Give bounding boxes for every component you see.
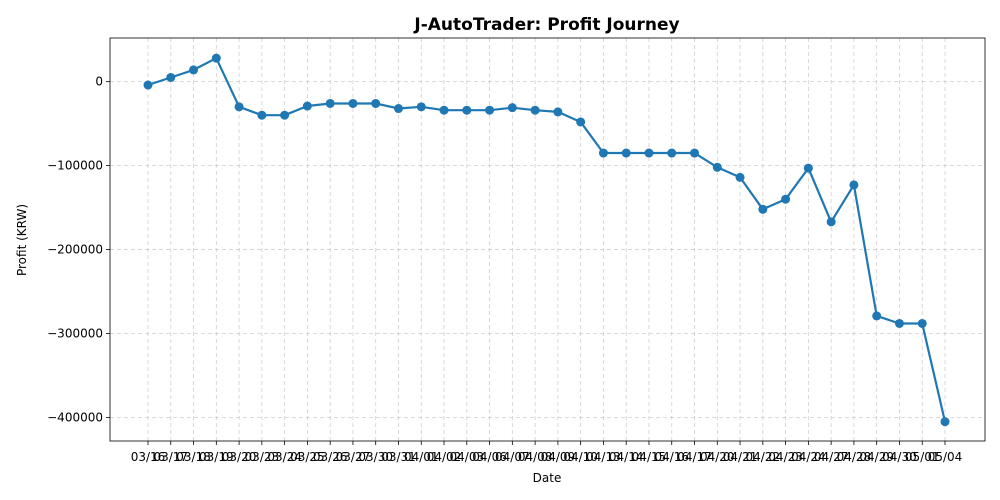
x-tick-label: 03/25 [290,450,325,464]
x-tick-label: 03/24 [267,450,302,464]
x-tick-label: 04/30 [882,450,917,464]
data-point [234,102,244,112]
data-point [644,148,654,158]
x-tick-label: 04/03 [450,450,485,464]
x-tick-label: 04/02 [427,450,462,464]
x-axis-label: Date [533,471,562,485]
data-points [143,53,950,427]
data-point [257,110,267,120]
data-point [803,163,813,173]
data-point [940,417,950,427]
x-tick-label: 03/31 [381,450,416,464]
data-point [166,72,176,82]
data-point [371,98,381,108]
data-point [325,98,335,108]
data-point [826,217,836,227]
data-point [712,162,722,172]
data-point [143,80,153,90]
x-tick-label: 05/01 [905,450,940,464]
x-tick-label: 04/08 [518,450,553,464]
data-point [507,103,517,113]
data-point [348,98,358,108]
x-tick-label: 03/27 [336,450,371,464]
y-tick-label: −100000 [47,159,103,173]
data-point [189,65,199,75]
data-point [462,105,472,115]
x-tick-label: 04/15 [632,450,667,464]
data-point [735,172,745,182]
x-tick-label: 04/20 [700,450,735,464]
x-tick-label: 03/23 [245,450,280,464]
x-tick-label: 04/16 [654,450,689,464]
grid-lines [110,38,985,441]
x-tick-label: 04/10 [563,450,598,464]
profit-series-line [147,57,947,422]
x-tick-label: 04/07 [495,450,530,464]
x-tick-label: 04/27 [814,450,849,464]
x-axis-ticks: 03/1603/1703/1803/1903/2003/2303/2403/25… [131,441,963,464]
data-point [598,148,608,158]
data-point [917,318,927,328]
x-tick-label: 04/09 [541,450,576,464]
x-tick-label: 03/26 [313,450,348,464]
y-tick-label: −400000 [47,410,103,424]
data-point [667,148,677,158]
data-point [211,53,221,63]
data-point [530,105,540,115]
x-tick-label: 03/18 [176,450,211,464]
x-tick-label: 04/24 [791,450,826,464]
data-point [485,105,495,115]
series-layer [147,57,947,422]
x-tick-label: 03/30 [358,450,393,464]
x-tick-label: 03/20 [222,450,257,464]
y-axis-label: Profit (KRW) [15,204,29,276]
data-point [872,311,882,321]
data-point [439,105,449,115]
x-tick-label: 04/17 [677,450,712,464]
y-tick-label: −200000 [47,243,103,257]
x-tick-label: 03/16 [131,450,166,464]
y-axis-ticks: 0 −100000 −200000 −300000 −400000 [47,75,110,424]
x-tick-label: 04/01 [404,450,439,464]
x-tick-label: 04/23 [768,450,803,464]
data-point [621,148,631,158]
x-tick-label: 04/21 [723,450,758,464]
data-point [280,110,290,120]
x-tick-label: 03/17 [153,450,188,464]
data-point [553,107,563,117]
x-tick-label: 04/22 [746,450,781,464]
data-point [302,101,312,111]
x-tick-label: 04/06 [472,450,507,464]
x-tick-label: 04/28 [837,450,872,464]
x-tick-label: 03/19 [199,450,234,464]
y-tick-label: 0 [95,75,103,89]
chart-title: J-AutoTrader: Profit Journey [413,15,679,35]
data-point [393,104,403,114]
y-tick-label: −300000 [47,327,103,341]
data-point [576,117,586,127]
data-point [690,148,700,158]
data-point [894,318,904,328]
x-tick-label: 04/29 [859,450,894,464]
data-point [781,194,791,204]
x-tick-label: 05/04 [928,450,963,464]
plot-frame [109,37,986,442]
data-point [849,180,859,190]
data-point [416,102,426,112]
x-tick-label: 04/13 [586,450,621,464]
x-tick-label: 04/14 [609,450,644,464]
data-point [758,204,768,214]
